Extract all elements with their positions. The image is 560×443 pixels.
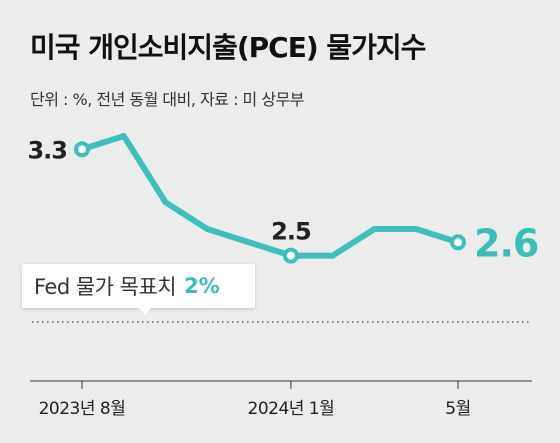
x-axis-tick-label: 5월 [445, 399, 470, 419]
fed-target-value: 2% [184, 274, 220, 298]
x-axis-ticks [81, 381, 459, 389]
data-label: 2.5 [271, 218, 311, 246]
data-point-marker [450, 234, 466, 251]
data-labels: 3.3 2.5 2.6 [27, 136, 539, 265]
x-axis-tick-label: 2024년 1월 [248, 399, 335, 419]
x-axis-tick-labels: 2023년 8월 2024년 1월 5월 [39, 399, 472, 419]
fed-target-label: Fed 물가 목표치 [34, 275, 177, 299]
data-label: 2.6 [474, 221, 538, 265]
data-label: 3.3 [27, 136, 67, 164]
data-points [74, 141, 466, 264]
callout-pointer [138, 307, 152, 315]
data-point-marker [282, 247, 299, 264]
x-axis-tick-label: 2023년 8월 [39, 399, 126, 419]
chart-subtitle: 단위 : %, 전년 동월 대비, 자료 : 미 상무부 [30, 90, 305, 109]
data-point-marker [74, 141, 90, 158]
pce-series-line [79, 133, 461, 259]
chart-title: 미국 개인소비지출(PCE) 물가지수 [30, 31, 426, 64]
fed-target-callout: Fed 물가 목표치 2% [22, 264, 255, 308]
